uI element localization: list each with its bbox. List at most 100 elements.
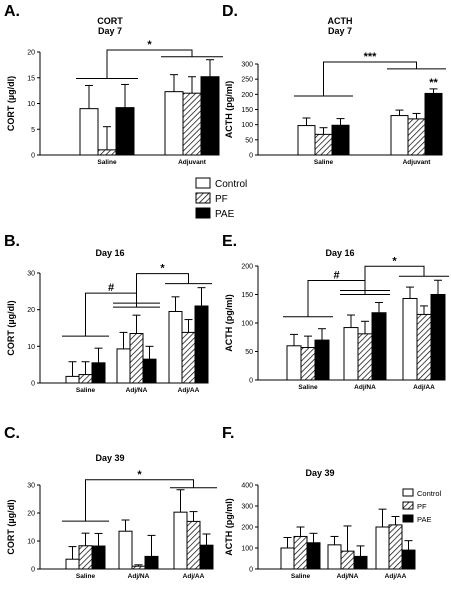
x-tick-label: Saline (76, 573, 96, 580)
y-tick-label: 0 (31, 381, 35, 388)
x-tick-label: Adj/AA (178, 387, 200, 394)
panel-letter: B. (4, 233, 20, 250)
y-tick-label: 20 (27, 307, 35, 314)
bar-control (286, 345, 302, 381)
bar-control (173, 511, 188, 570)
y-tick-label: 20 (27, 50, 35, 57)
bar-control (375, 526, 390, 570)
y-axis-label: ACTH (pg/ml) (224, 294, 234, 352)
sig-bracket (136, 273, 189, 304)
y-tick-label: 50 (245, 349, 253, 356)
sig-bracket (307, 279, 366, 317)
bar-pf (78, 374, 93, 384)
y-tick-label: 0 (249, 567, 253, 574)
bar-control (65, 375, 80, 384)
y-tick-label: 300 (241, 62, 253, 69)
panel-letter: E. (222, 233, 237, 250)
x-tick-label: Saline (314, 159, 334, 166)
chart-title: ACTH (328, 16, 353, 26)
bar-pae (91, 362, 106, 384)
y-tick-label: 0 (249, 378, 253, 385)
bar-pf (182, 92, 202, 156)
y-tick-label: 5 (31, 127, 35, 134)
sig-label: ** (429, 77, 438, 89)
bar-control (65, 558, 80, 570)
legend-f-swatch-control (402, 488, 414, 497)
bar-pae (194, 305, 209, 384)
x-tick-label: Adj/NA (128, 573, 150, 580)
x-tick-label: Adj/NA (337, 573, 359, 580)
legend-f-label-pf: PF (417, 502, 427, 511)
bar-pae (314, 339, 330, 381)
bar-pae (401, 549, 416, 570)
sig-label: *** (364, 51, 378, 63)
chart-title: Day 16 (325, 248, 354, 258)
y-tick-label: 0 (249, 153, 253, 160)
y-axis-label: ACTH (pg/ml) (224, 498, 234, 556)
y-tick-label: 10 (27, 539, 35, 546)
legend-f: Control PF PAE (402, 488, 442, 524)
x-tick-label: Saline (298, 384, 318, 391)
bar-control (118, 530, 133, 570)
bar-pae (424, 92, 443, 156)
panel-e: E. Day 16 0 50 100 150 200 ACTH (pg/ml) Saline Ad… (222, 233, 449, 391)
y-axis-label: CORT (µg/dl) (6, 76, 16, 131)
bar-pae (200, 76, 220, 156)
y-tick-label: 250 (241, 77, 253, 84)
y-tick-label: 20 (27, 511, 35, 518)
bar-pae (91, 545, 106, 570)
x-tick-label: Adjuvant (403, 159, 432, 166)
x-tick-label: Adj/AA (183, 573, 205, 580)
x-tick-label: Adj/NA (354, 384, 376, 391)
bar-control (168, 311, 183, 384)
chart-subtitle: Day 7 (328, 26, 352, 36)
legend-main: Control PF PAE (195, 177, 247, 220)
y-tick-label: 200 (241, 264, 253, 271)
sig-bracket (364, 265, 425, 291)
sig-bracket (106, 49, 193, 79)
sig-label: # (108, 282, 114, 294)
y-tick-label: 200 (241, 525, 253, 532)
x-tick-label: Adj/AA (413, 384, 435, 391)
bar-pf (186, 520, 201, 570)
y-tick-label: 30 (27, 271, 35, 278)
sig-label: * (137, 469, 142, 481)
bar-control (402, 297, 418, 381)
sig-label: # (333, 269, 339, 281)
sig-label: * (160, 263, 165, 275)
bar-pf (181, 331, 196, 384)
y-tick-label: 50 (245, 137, 253, 144)
sig-bracket (85, 479, 194, 522)
bar-pf (314, 133, 333, 156)
y-tick-label: 100 (241, 321, 253, 328)
x-tick-label: Saline (97, 159, 117, 166)
bar-pae (142, 358, 157, 384)
legend-label-control: Control (215, 179, 247, 190)
legend-f-swatch-pf (402, 501, 414, 510)
x-tick-label: Saline (76, 387, 96, 394)
bar-pae (353, 555, 368, 570)
y-axis-label: CORT (µg/dl) (6, 300, 16, 355)
bar-pae (115, 107, 135, 156)
bar-pf (416, 313, 432, 381)
y-tick-label: 100 (241, 546, 253, 553)
y-tick-label: 0 (31, 153, 35, 160)
legend-swatch-pf (195, 192, 211, 204)
legend-label-pf: PF (215, 194, 228, 205)
chart-title: Day 16 (95, 248, 124, 258)
panel-b: B. Day 16 0 10 20 30 CORT (µg/dl) Saline Adj/NA A… (4, 233, 212, 394)
bar-pf (129, 333, 144, 384)
x-tick-label: Adj/NA (126, 387, 148, 394)
sig-bracket (323, 61, 417, 96)
bar-pae (430, 294, 446, 381)
bar-pae (331, 124, 350, 156)
y-tick-label: 10 (27, 344, 35, 351)
bar-pf (131, 565, 146, 570)
chart-subtitle: Day 7 (98, 26, 122, 36)
y-tick-label: 150 (241, 292, 253, 299)
y-axis-label: ACTH (pg/ml) (224, 81, 234, 139)
legend-f-label-control: Control (417, 489, 442, 498)
bar-control (390, 115, 409, 156)
legend-f-label-pae: PAE (417, 515, 431, 524)
